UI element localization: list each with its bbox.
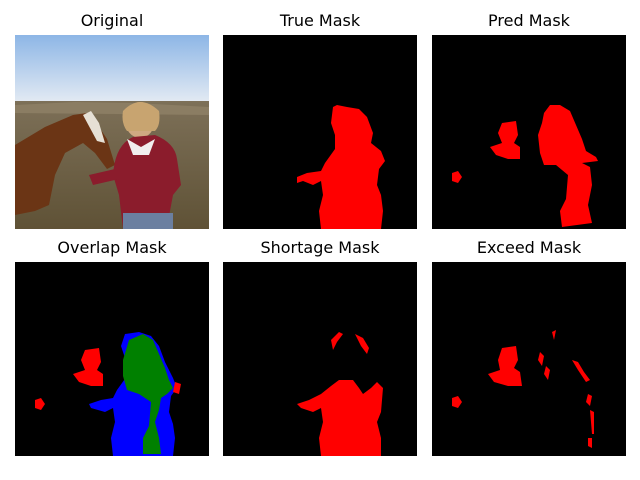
overlap-red-speck xyxy=(35,398,45,410)
panel-title-shortage-mask: Shortage Mask xyxy=(260,238,380,257)
exceed-mask-edge-6 xyxy=(590,410,594,434)
exceed-mask-edge-4 xyxy=(572,360,590,382)
exceed-mask-edge-5 xyxy=(586,394,592,406)
overlap-green-region xyxy=(123,334,173,454)
panel-title-original: Original xyxy=(80,11,144,30)
shortage-region-bottom xyxy=(297,380,383,456)
shortage-mask-panel xyxy=(223,262,417,456)
exceed-mask-speck xyxy=(452,396,462,408)
pred-mask-person xyxy=(538,105,598,227)
exceed-mask-edge-1 xyxy=(552,330,556,340)
overlap-mask-panel xyxy=(15,262,209,456)
true-mask-region xyxy=(297,105,385,229)
exceed-mask-edge-2 xyxy=(538,352,544,366)
overlap-red-blob xyxy=(73,348,103,386)
shortage-region-top-right xyxy=(355,334,369,354)
original-image xyxy=(15,35,209,229)
shortage-region-top-left xyxy=(331,332,343,350)
person-jacket xyxy=(113,135,181,229)
pred-mask-panel xyxy=(432,35,626,229)
panel-title-pred-mask: Pred Mask xyxy=(488,11,570,30)
exceed-mask-blob xyxy=(488,346,522,386)
exceed-mask-edge-3 xyxy=(544,366,550,380)
true-mask-panel xyxy=(223,35,417,229)
pred-mask-blob xyxy=(490,121,520,159)
panel-title-exceed-mask: Exceed Mask xyxy=(476,238,582,257)
panel-title-true-mask: True Mask xyxy=(279,11,361,30)
horse-shape xyxy=(15,113,115,215)
sky-region xyxy=(15,35,209,107)
panel-title-overlap-mask: Overlap Mask xyxy=(57,238,167,257)
pred-mask-speck xyxy=(452,171,462,183)
exceed-mask-panel xyxy=(432,262,626,456)
exceed-mask-edge-7 xyxy=(588,438,592,448)
